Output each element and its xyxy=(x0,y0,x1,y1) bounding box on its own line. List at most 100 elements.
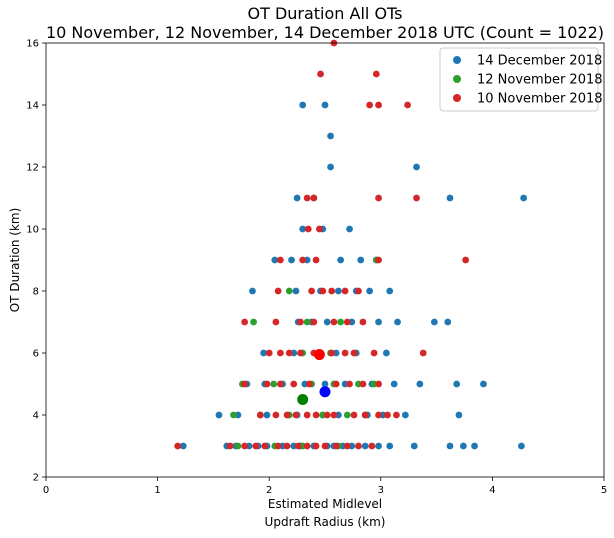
point-10-november-2018 xyxy=(276,380,284,388)
point-14-december-2018 xyxy=(386,287,394,295)
point-14-december-2018 xyxy=(361,442,369,450)
point-10-november-2018 xyxy=(323,411,331,419)
point-14-december-2018 xyxy=(292,287,300,295)
point-10-november-2018 xyxy=(350,411,358,419)
point-10-november-2018 xyxy=(355,442,362,450)
y-tick-label: 8 xyxy=(33,287,39,298)
x-axis-ticks: 0 1 2 3 4 5 xyxy=(43,477,607,496)
point-10-november-2018 xyxy=(393,411,400,419)
point-14-december-2018 xyxy=(249,287,256,295)
point-10-november-2018 xyxy=(312,411,320,419)
legend-marker xyxy=(453,94,461,102)
x-tick-label: 3 xyxy=(378,485,384,496)
point-10-november-2018 xyxy=(346,380,353,388)
y-tick-label: 14 xyxy=(26,101,39,112)
legend-marker xyxy=(453,75,461,83)
point-10-november-2018 xyxy=(328,349,336,357)
point-14-december-2018 xyxy=(215,411,223,419)
point-14-december-2018 xyxy=(518,442,525,450)
point-10-november-2018 xyxy=(303,411,311,419)
point-14-december-2018 xyxy=(271,256,279,264)
point-10-november-2018 xyxy=(310,318,318,326)
legend-label: 14 December 2018 xyxy=(477,54,602,69)
point-10-november-2018 xyxy=(319,287,327,295)
point-14-december-2018 xyxy=(375,442,382,450)
point-10-november-2018 xyxy=(366,101,374,109)
point-10-november-2018 xyxy=(256,411,264,419)
point-10-november-2018 xyxy=(305,380,313,388)
point-12-november-2018 xyxy=(270,380,278,388)
x-tick-label: 1 xyxy=(154,485,160,496)
point-10-november-2018 xyxy=(299,256,307,264)
point-14-december-2018 xyxy=(299,225,307,233)
point-14-december-2018 xyxy=(263,411,271,419)
point-14-december-2018 xyxy=(288,256,295,264)
point-14-december-2018 xyxy=(401,411,409,419)
point-14-december-2018 xyxy=(394,318,401,326)
point-10-november-2018 xyxy=(297,318,304,326)
point-12-november-2018 xyxy=(285,287,293,295)
point-14-december-2018 xyxy=(260,349,268,357)
y-tick-label: 2 xyxy=(33,473,39,484)
point-14-december-2018 xyxy=(382,349,390,357)
point-14-december-2018 xyxy=(321,380,329,388)
data-points xyxy=(174,39,528,450)
legend-label: 12 November 2018 xyxy=(477,73,603,88)
point-14-december-2018 xyxy=(413,163,420,171)
plot-area-frame xyxy=(45,42,605,478)
point-10-november-2018 xyxy=(419,349,427,357)
chart-legend: 14 December 2018 12 November 2018 10 Novem… xyxy=(439,47,603,112)
point-14-december-2018 xyxy=(386,442,394,450)
point-10-november-2018 xyxy=(241,380,249,388)
point-14-december-2018 xyxy=(323,318,331,326)
highlight-point-10-november-2018 xyxy=(313,349,325,361)
highlight-point-14-december-2018 xyxy=(319,386,331,398)
point-14-december-2018 xyxy=(410,442,418,450)
point-10-november-2018 xyxy=(332,380,340,388)
point-10-november-2018 xyxy=(274,287,282,295)
point-10-november-2018 xyxy=(303,194,311,202)
point-10-november-2018 xyxy=(272,318,280,326)
point-12-november-2018 xyxy=(230,411,237,419)
x-tick-label: 0 xyxy=(43,485,49,496)
point-10-november-2018 xyxy=(292,411,300,419)
point-14-december-2018 xyxy=(480,380,487,388)
point-10-november-2018 xyxy=(308,287,316,295)
point-14-december-2018 xyxy=(446,194,454,202)
x-tick-label: 2 xyxy=(266,485,272,496)
point-10-november-2018 xyxy=(261,442,269,450)
y-tick-label: 12 xyxy=(26,163,39,174)
point-14-december-2018 xyxy=(357,256,365,264)
point-14-december-2018 xyxy=(293,194,301,202)
point-12-november-2018 xyxy=(337,318,345,326)
point-10-november-2018 xyxy=(252,442,260,450)
point-10-november-2018 xyxy=(316,225,323,233)
point-10-november-2018 xyxy=(368,442,376,450)
point-10-november-2018 xyxy=(341,287,349,295)
highlight-points xyxy=(297,349,331,405)
y-tick-label: 6 xyxy=(33,349,39,360)
point-10-november-2018 xyxy=(226,442,234,450)
legend-label: 10 November 2018 xyxy=(477,92,603,107)
point-10-november-2018 xyxy=(375,380,382,388)
point-14-december-2018 xyxy=(337,256,345,264)
point-14-december-2018 xyxy=(459,442,467,450)
point-10-november-2018 xyxy=(317,70,324,78)
point-10-november-2018 xyxy=(276,256,284,264)
point-12-november-2018 xyxy=(343,411,351,419)
legend-entries: 14 December 2018 12 November 2018 10 Novem… xyxy=(453,54,603,107)
point-10-november-2018 xyxy=(359,380,367,388)
point-10-november-2018 xyxy=(294,442,302,450)
point-14-december-2018 xyxy=(366,287,374,295)
point-10-november-2018 xyxy=(328,287,336,295)
point-10-november-2018 xyxy=(241,442,249,450)
point-10-november-2018 xyxy=(370,349,378,357)
point-14-december-2018 xyxy=(299,101,307,109)
point-14-december-2018 xyxy=(453,380,461,388)
chart-title: OT Duration All OTs 10 November, 12 Nove… xyxy=(46,4,604,42)
point-10-november-2018 xyxy=(341,349,349,357)
point-12-november-2018 xyxy=(250,318,257,326)
point-10-november-2018 xyxy=(361,411,369,419)
point-10-november-2018 xyxy=(263,380,271,388)
